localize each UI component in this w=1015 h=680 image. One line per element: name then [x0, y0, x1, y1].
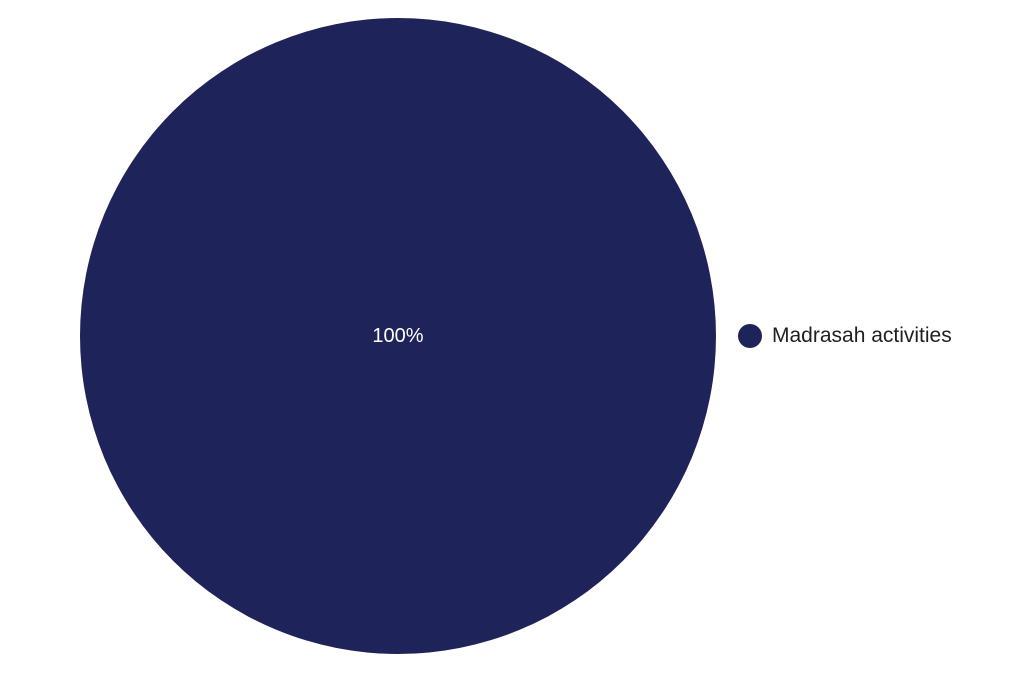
- chart-legend: Madrasah activities: [738, 322, 952, 350]
- pie-slice: [80, 18, 716, 654]
- legend-label: Madrasah activities: [772, 324, 952, 347]
- slice-value-label: 100%: [372, 325, 423, 347]
- legend-swatch: [738, 324, 762, 348]
- pie-slices: [80, 18, 716, 654]
- pie-slice-labels: 100%: [372, 325, 423, 347]
